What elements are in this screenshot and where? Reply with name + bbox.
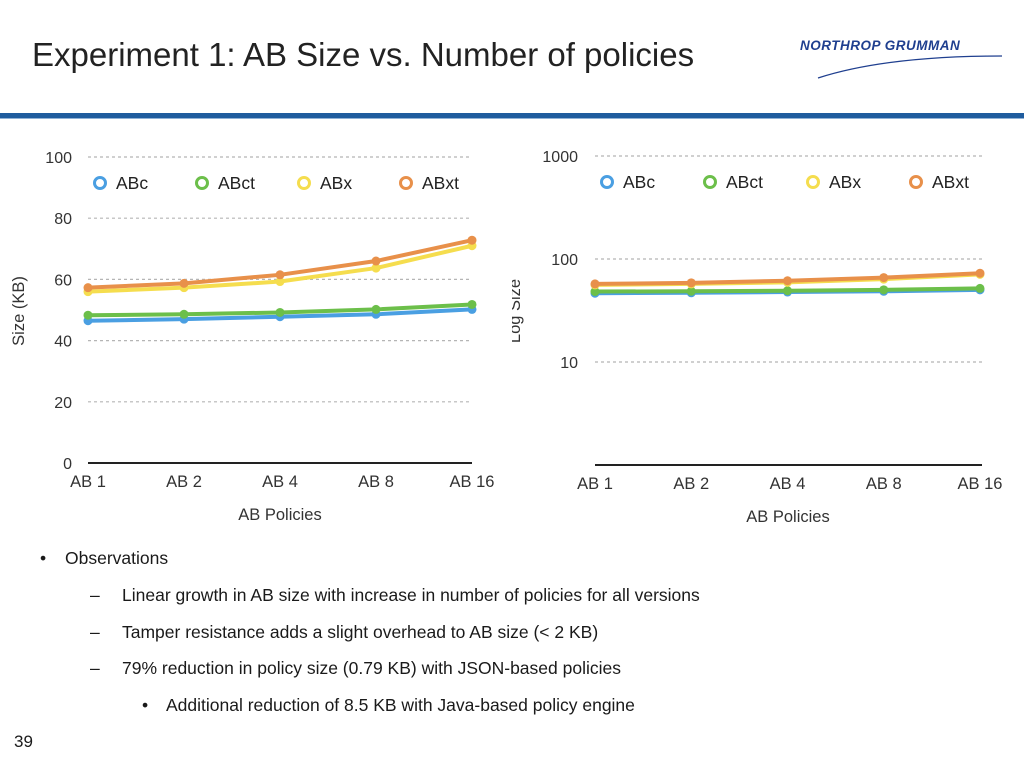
x-tick-label: AB 8 bbox=[358, 473, 394, 491]
title-divider-highlight bbox=[0, 118, 1024, 119]
data-point-abxt bbox=[371, 256, 381, 266]
data-point-abct bbox=[275, 307, 285, 317]
data-point-abct bbox=[83, 310, 93, 320]
logo-swoosh-icon bbox=[817, 55, 1003, 79]
x-axis-title: AB Policies bbox=[238, 506, 321, 524]
x-tick-label: AB 4 bbox=[770, 475, 806, 493]
data-point-abct bbox=[371, 304, 381, 314]
x-axis-title: AB Policies bbox=[746, 508, 829, 526]
x-tick-label: AB 4 bbox=[262, 473, 298, 491]
bullet-marker: • bbox=[142, 695, 149, 715]
legend-label-abct: ABct bbox=[218, 173, 255, 193]
data-point-abxt bbox=[83, 283, 93, 293]
data-point-abxt bbox=[179, 278, 189, 288]
legend-label-abct: ABct bbox=[726, 172, 763, 192]
y-tick-label: 80 bbox=[54, 211, 72, 228]
title-divider bbox=[0, 113, 1024, 118]
y-tick-label: 0 bbox=[63, 456, 72, 473]
x-tick-label: AB 16 bbox=[450, 473, 495, 491]
data-point-abxt bbox=[275, 270, 285, 280]
x-tick-label: AB 16 bbox=[958, 475, 1003, 493]
legend-label-abx: ABx bbox=[320, 173, 352, 193]
dash-marker: – bbox=[90, 585, 100, 605]
x-tick-label: AB 2 bbox=[673, 475, 709, 493]
data-point-abxt bbox=[783, 276, 792, 286]
data-point-abct bbox=[879, 285, 889, 295]
observation-item: – 79% reduction in policy size (0.79 KB) … bbox=[90, 658, 621, 679]
data-point-abx bbox=[371, 263, 381, 273]
observations-heading: Observations bbox=[65, 548, 169, 568]
observation-item: – Tamper resistance adds a slight overhea… bbox=[90, 622, 598, 643]
legend-marker-abc bbox=[600, 175, 614, 189]
data-point-abxt bbox=[686, 278, 696, 288]
chart-log-svg: 1000 100 10 AB 1 AB 2 AB 4 AB 8 AB 16 AB Policie… bbox=[506, 149, 1003, 526]
y-tick-label: 60 bbox=[54, 272, 72, 289]
data-point-abct bbox=[467, 299, 477, 309]
logo-wordmark: NORTHROP GRUMMAN bbox=[800, 38, 961, 53]
data-point-abct bbox=[686, 286, 696, 296]
data-point-abxt bbox=[467, 235, 477, 245]
x-tick-label: AB 2 bbox=[166, 473, 202, 491]
y-tick-label: 100 bbox=[551, 252, 578, 269]
y-axis-title: Log Size bbox=[512, 279, 524, 343]
x-tick-label: AB 8 bbox=[866, 475, 902, 493]
chart-linear-svg: 0 20 40 60 80 100 AB 1 AB 2 AB 4 AB 8 AB 16 AB Poli… bbox=[10, 150, 495, 524]
chart-linear-size: 0 20 40 60 80 100 AB 1 AB 2 AB 4 AB 8 AB 16 AB Poli… bbox=[0, 135, 512, 535]
data-point-abx bbox=[275, 277, 285, 287]
legend-label-abc: ABc bbox=[116, 173, 148, 193]
observation-subitem: • Additional reduction of 8.5 KB with Jav… bbox=[142, 695, 635, 716]
data-point-abct bbox=[783, 286, 792, 296]
chart-log-size: 1000 100 10 AB 1 AB 2 AB 4 AB 8 AB 16 AB Policie… bbox=[506, 135, 1024, 535]
y-tick-label: 40 bbox=[54, 334, 72, 351]
legend-marker-abct bbox=[195, 176, 209, 190]
x-tick-label: AB 1 bbox=[577, 475, 613, 493]
legend-marker-abc bbox=[93, 176, 107, 190]
data-point-abct bbox=[975, 283, 985, 293]
legend-marker-abxt bbox=[399, 176, 413, 190]
dash-marker: – bbox=[90, 622, 100, 642]
slide-title: Experiment 1: AB Size vs. Number of poli… bbox=[32, 36, 695, 73]
y-tick-label: 10 bbox=[560, 355, 578, 372]
page-number: 39 bbox=[14, 732, 33, 751]
observation-text: 79% reduction in policy size (0.79 KB) w… bbox=[122, 658, 621, 678]
observation-text: Linear growth in AB size with increase i… bbox=[122, 585, 700, 605]
y-axis-title: Size (KB) bbox=[10, 276, 28, 346]
legend-marker-abx bbox=[297, 176, 311, 190]
observation-text: Tamper resistance adds a slight overhead… bbox=[122, 622, 599, 642]
y-tick-label: 100 bbox=[45, 150, 72, 167]
observation-subtext: Additional reduction of 8.5 KB with Java… bbox=[166, 695, 635, 715]
legend-label-abc: ABc bbox=[623, 172, 655, 192]
legend-label-abx: ABx bbox=[829, 172, 861, 192]
x-tick-label: AB 1 bbox=[70, 473, 106, 491]
observation-item: – Linear growth in AB size with increase … bbox=[90, 585, 700, 606]
y-tick-label: 1000 bbox=[542, 149, 578, 166]
y-tick-label: 20 bbox=[54, 395, 72, 412]
bullet-marker: • bbox=[40, 548, 47, 568]
northrop-grumman-logo: NORTHROP GRUMMAN bbox=[796, 34, 1006, 84]
legend-marker-abct bbox=[703, 175, 717, 189]
data-point-abxt bbox=[975, 268, 985, 278]
data-point-abct bbox=[590, 287, 600, 297]
dash-marker: – bbox=[90, 658, 100, 678]
data-point-abct bbox=[179, 309, 189, 319]
legend-label-abxt: ABxt bbox=[422, 173, 459, 193]
legend-marker-abxt bbox=[909, 175, 923, 189]
data-point-abxt bbox=[590, 279, 600, 289]
legend-marker-abx bbox=[806, 175, 820, 189]
legend-label-abxt: ABxt bbox=[932, 172, 969, 192]
observations-heading-row: • Observations bbox=[40, 548, 168, 569]
data-point-abxt bbox=[879, 273, 889, 283]
